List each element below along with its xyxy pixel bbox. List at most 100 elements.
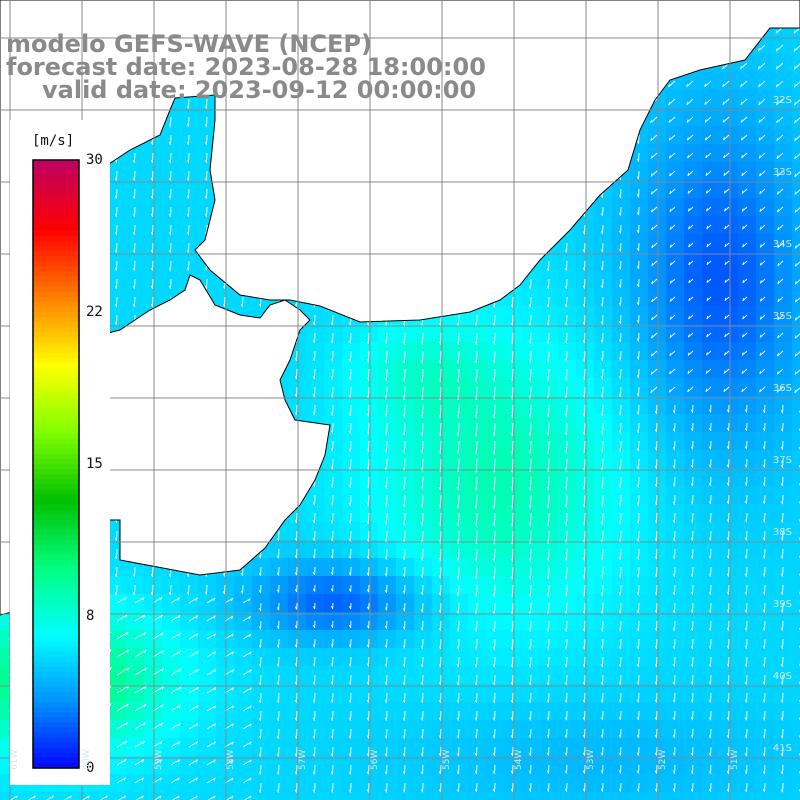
wind-arrow (547, 494, 550, 508)
wind-arrow-head (758, 83, 760, 88)
wind-arrow (724, 332, 730, 338)
wind-arrow-head (492, 378, 495, 382)
wind-arrow (704, 116, 712, 123)
wind-cell (612, 792, 630, 800)
wind-arrow-head (794, 137, 796, 142)
wind-arrow-head (651, 262, 654, 266)
wind-arrow-head (366, 449, 369, 453)
wind-arrow (759, 224, 766, 230)
wind-arrow (350, 512, 352, 524)
wind-arrow (404, 548, 406, 560)
wind-arrow-head (794, 317, 797, 321)
wind-arrow-head (240, 303, 243, 307)
wind-cell (342, 792, 360, 800)
wind-cell (0, 792, 18, 800)
wind-arrow-head (669, 316, 672, 320)
wind-arrow-head (366, 340, 369, 344)
wind-arrow-head (312, 394, 315, 398)
wind-arrow (583, 404, 586, 417)
wind-arrow-head (582, 285, 585, 289)
wind-cell (792, 324, 800, 342)
wind-arrow (705, 152, 712, 159)
wind-arrow-head (762, 409, 766, 413)
wind-arrow (511, 368, 514, 381)
wind-cell (720, 792, 738, 800)
wind-arrow-head (654, 410, 657, 414)
wind-arrow-head (600, 231, 603, 235)
wind-arrow (493, 386, 496, 400)
wind-arrow-head (474, 433, 477, 437)
wind-arrow (494, 314, 496, 326)
wind-arrow (651, 206, 658, 213)
wind-arrow-head (384, 341, 387, 345)
wind-arrow (332, 458, 334, 470)
wind-arrow (403, 458, 406, 471)
wind-arrow (723, 170, 730, 176)
wind-arrow-head (724, 243, 727, 247)
wind-arrow (547, 512, 550, 526)
wind-arrow (457, 512, 460, 526)
wind-arrow-head (708, 427, 712, 431)
wind-arrow-head (780, 446, 783, 450)
wind-arrow-head (636, 338, 639, 342)
wind-arrow-head (780, 428, 783, 432)
wind-arrow (706, 350, 712, 356)
wind-arrow-head (384, 413, 387, 418)
wind-arrow-head (741, 370, 744, 374)
wind-arrow-head (456, 415, 459, 419)
wind-arrow (385, 422, 388, 435)
wind-arrow-head (687, 388, 690, 393)
wind-arrow-head (456, 322, 459, 327)
wind-arrow (493, 548, 496, 562)
wind-arrow-head (686, 137, 689, 141)
wind-arrow (547, 386, 550, 399)
wind-cell (792, 630, 800, 648)
wind-arrow-head (636, 140, 639, 144)
wind-arrow (777, 206, 784, 213)
wind-arrow (638, 494, 640, 506)
wind-arrow-head (618, 194, 621, 198)
wind-arrow-head (651, 226, 654, 231)
wind-arrow-head (600, 195, 603, 199)
wind-arrow (687, 152, 694, 159)
wind-arrow-head (456, 378, 459, 382)
wind-arrow-head (668, 155, 671, 159)
wind-arrow (706, 332, 712, 338)
wind-arrow (723, 368, 730, 374)
wind-arrow-head (759, 298, 762, 302)
wind-arrow (794, 279, 800, 285)
wind-arrow (794, 261, 800, 267)
wind-arrow (529, 548, 532, 562)
wind-arrow-head (492, 322, 495, 326)
wind-arrow (687, 170, 694, 177)
wind-arrow (759, 260, 766, 266)
wind-arrow-head (741, 208, 744, 212)
wind-arrow-head (723, 388, 726, 392)
wind-arrow (493, 404, 496, 418)
wind-arrow-head (654, 429, 657, 433)
wind-arrow-head (759, 389, 761, 393)
wind-arrow-head (150, 249, 153, 253)
wind-arrow (457, 368, 460, 382)
wind-arrow-head (794, 245, 797, 249)
wind-cell (792, 414, 800, 432)
wind-arrow (367, 404, 370, 417)
wind-arrow-head (348, 340, 351, 344)
wind-arrow-head (150, 177, 153, 181)
wind-arrow (758, 134, 766, 141)
wind-arrow (620, 530, 622, 542)
wind-arrow (601, 512, 604, 525)
wind-cell (432, 792, 450, 800)
wind-arrow (385, 512, 388, 525)
wind-cell (792, 144, 800, 162)
wind-arrow (475, 440, 478, 455)
wind-arrow-head (546, 432, 549, 436)
wind-arrow-head (546, 414, 549, 418)
wind-arrow (742, 296, 748, 302)
wind-arrow-head (474, 451, 477, 455)
wind-arrow-head (759, 370, 762, 374)
wind-cell (72, 792, 90, 800)
wind-arrow (565, 440, 568, 454)
wind-arrow-head (722, 101, 725, 105)
wind-arrow-head (222, 303, 225, 307)
